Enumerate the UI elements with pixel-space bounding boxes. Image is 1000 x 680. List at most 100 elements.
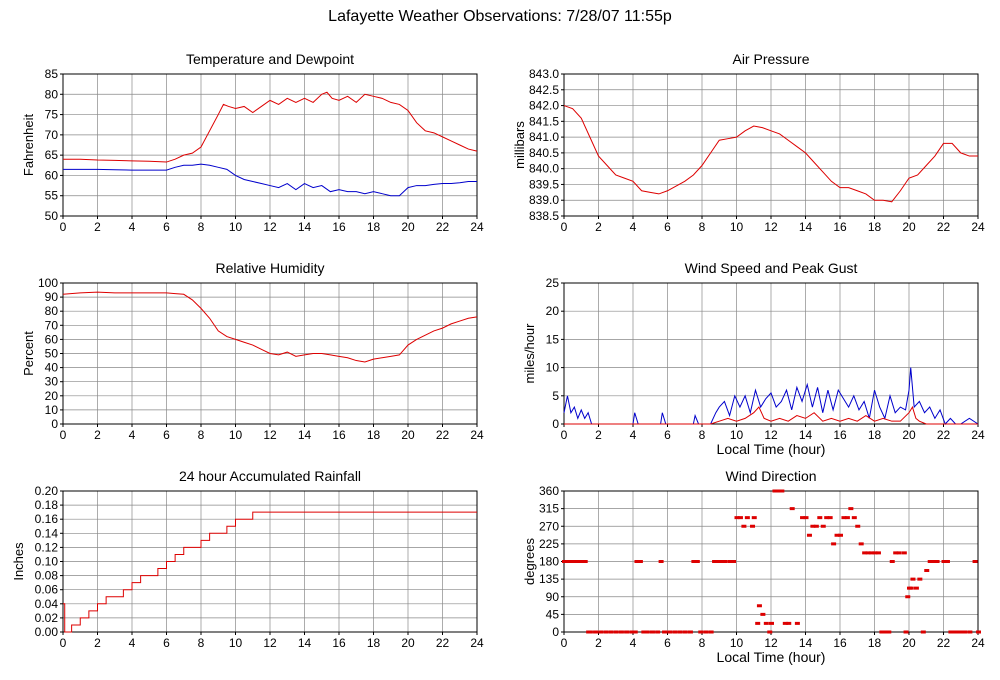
y-tick-label: 10: [45, 403, 59, 417]
data-point: [967, 630, 973, 634]
x-tick-label: 14: [799, 220, 813, 234]
y-tick-label: 843.0: [529, 67, 559, 81]
data-point: [575, 560, 581, 563]
x-tick-label: 16: [833, 636, 847, 650]
data-point: [579, 560, 585, 563]
x-tick-label: 4: [630, 220, 637, 234]
x-tick-label: 18: [367, 636, 381, 650]
y-tick-label: 0.18: [35, 498, 59, 512]
y-tick-label: 0.16: [35, 512, 59, 526]
x-tick-label: 20: [401, 220, 415, 234]
data-point: [587, 630, 593, 634]
page-title: Lafayette Weather Observations: 7/28/07 …: [328, 8, 672, 25]
data-point: [794, 621, 800, 625]
data-point: [831, 542, 837, 546]
series-line-0: [63, 91, 478, 163]
y-tick-label: 135: [539, 572, 559, 586]
x-tick-label: 24: [470, 428, 484, 442]
data-point: [848, 507, 854, 511]
data-point: [800, 516, 806, 520]
x-tick-label: 8: [198, 220, 205, 234]
data-point: [568, 560, 574, 563]
x-tick-label: 22: [937, 428, 951, 442]
data-point: [879, 630, 885, 634]
y-tick-label: 0.04: [35, 597, 59, 611]
data-point: [760, 612, 766, 616]
y-axis-label: Inches: [11, 542, 26, 581]
x-tick-label: 8: [198, 636, 205, 650]
x-tick-label: 12: [764, 636, 778, 650]
data-point: [767, 630, 773, 634]
data-point: [858, 542, 864, 546]
y-tick-label: 15: [546, 332, 560, 346]
data-point: [820, 524, 826, 528]
y-tick-label: 100: [38, 276, 58, 290]
data-point: [618, 630, 624, 634]
y-tick-label: 5: [552, 389, 559, 403]
y-tick-label: 360: [539, 484, 559, 498]
x-tick-label: 4: [129, 636, 136, 650]
x-tick-label: 6: [163, 636, 170, 650]
y-tick-label: 842.5: [529, 83, 559, 97]
y-tick-label: 840.5: [529, 146, 559, 160]
data-point: [886, 630, 892, 634]
data-point: [582, 560, 588, 563]
data-point: [613, 630, 619, 634]
data-point: [962, 630, 968, 634]
data-point: [718, 560, 724, 563]
data-point: [772, 489, 778, 493]
y-tick-label: 838.5: [529, 209, 559, 223]
x-tick-label: 18: [367, 428, 381, 442]
x-tick-label: 22: [436, 428, 450, 442]
y-axis-label: Percent: [21, 331, 36, 376]
x-axis-label: Local Time (hour): [717, 441, 826, 457]
data-point: [734, 516, 740, 520]
data-point: [903, 630, 909, 634]
x-tick-label: 2: [94, 220, 101, 234]
data-point: [624, 630, 630, 634]
x-tick-label: 12: [764, 428, 778, 442]
data-point: [694, 560, 700, 563]
y-tick-label: 0: [552, 625, 559, 639]
x-tick-label: 12: [263, 636, 277, 650]
chart-title: Wind Speed and Peak Gust: [685, 260, 858, 276]
x-tick-label: 22: [436, 636, 450, 650]
y-tick-label: 270: [539, 519, 559, 533]
x-tick-label: 22: [937, 636, 951, 650]
x-tick-label: 14: [799, 428, 813, 442]
data-point: [691, 560, 697, 563]
data-point: [934, 560, 940, 563]
data-point: [698, 630, 704, 634]
y-tick-label: 20: [45, 389, 59, 403]
x-tick-label: 16: [332, 220, 346, 234]
data-point: [817, 516, 823, 520]
x-tick-label: 24: [971, 220, 985, 234]
x-tick-label: 22: [937, 220, 951, 234]
data-point: [913, 586, 919, 590]
x-tick-label: 18: [868, 428, 882, 442]
y-tick-label: 45: [546, 607, 560, 621]
x-tick-label: 8: [699, 428, 706, 442]
x-tick-label: 10: [229, 220, 243, 234]
x-tick-label: 10: [730, 428, 744, 442]
series-line-0: [563, 367, 979, 425]
data-point: [927, 560, 933, 563]
data-point: [722, 560, 728, 563]
y-tick-label: 10: [546, 361, 560, 375]
data-point: [972, 560, 978, 563]
x-tick-label: 2: [595, 220, 602, 234]
series-line-0: [563, 105, 978, 203]
x-tick-label: 12: [764, 220, 778, 234]
data-point: [750, 524, 756, 528]
x-tick-label: 6: [664, 636, 671, 650]
data-point: [756, 604, 762, 608]
x-tick-label: 2: [595, 428, 602, 442]
y-tick-label: 0.20: [35, 484, 59, 498]
data-point: [637, 560, 643, 563]
x-tick-label: 20: [401, 428, 415, 442]
x-tick-label: 10: [730, 636, 744, 650]
data-point: [644, 630, 650, 634]
y-tick-label: 180: [539, 555, 559, 569]
